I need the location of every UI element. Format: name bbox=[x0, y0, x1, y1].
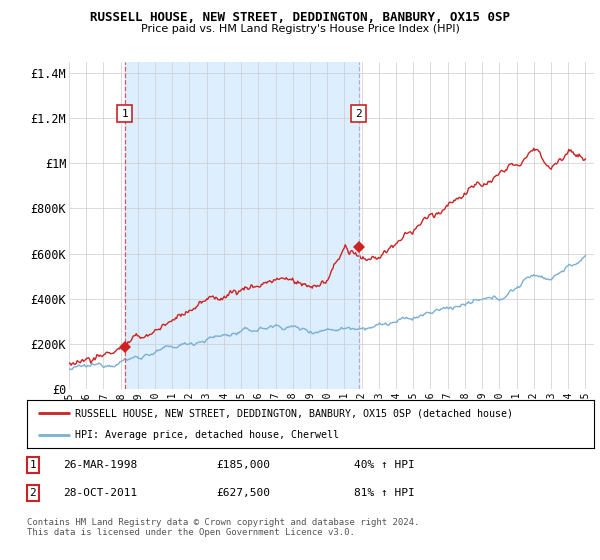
Text: Price paid vs. HM Land Registry's House Price Index (HPI): Price paid vs. HM Land Registry's House … bbox=[140, 24, 460, 34]
Text: 40% ↑ HPI: 40% ↑ HPI bbox=[354, 460, 415, 470]
Text: 1: 1 bbox=[29, 460, 37, 470]
Text: 2: 2 bbox=[29, 488, 37, 498]
Text: 1: 1 bbox=[121, 109, 128, 119]
Text: 81% ↑ HPI: 81% ↑ HPI bbox=[354, 488, 415, 498]
Bar bbox=[125, 62, 359, 389]
Text: RUSSELL HOUSE, NEW STREET, DEDDINGTON, BANBURY, OX15 0SP (detached house): RUSSELL HOUSE, NEW STREET, DEDDINGTON, B… bbox=[75, 408, 513, 418]
Text: Contains HM Land Registry data © Crown copyright and database right 2024.
This d: Contains HM Land Registry data © Crown c… bbox=[27, 518, 419, 538]
Text: 28-OCT-2011: 28-OCT-2011 bbox=[63, 488, 137, 498]
Text: RUSSELL HOUSE, NEW STREET, DEDDINGTON, BANBURY, OX15 0SP: RUSSELL HOUSE, NEW STREET, DEDDINGTON, B… bbox=[90, 11, 510, 24]
Text: 2: 2 bbox=[355, 109, 362, 119]
Text: £627,500: £627,500 bbox=[216, 488, 270, 498]
Text: HPI: Average price, detached house, Cherwell: HPI: Average price, detached house, Cher… bbox=[75, 430, 339, 440]
Text: 26-MAR-1998: 26-MAR-1998 bbox=[63, 460, 137, 470]
Text: £185,000: £185,000 bbox=[216, 460, 270, 470]
